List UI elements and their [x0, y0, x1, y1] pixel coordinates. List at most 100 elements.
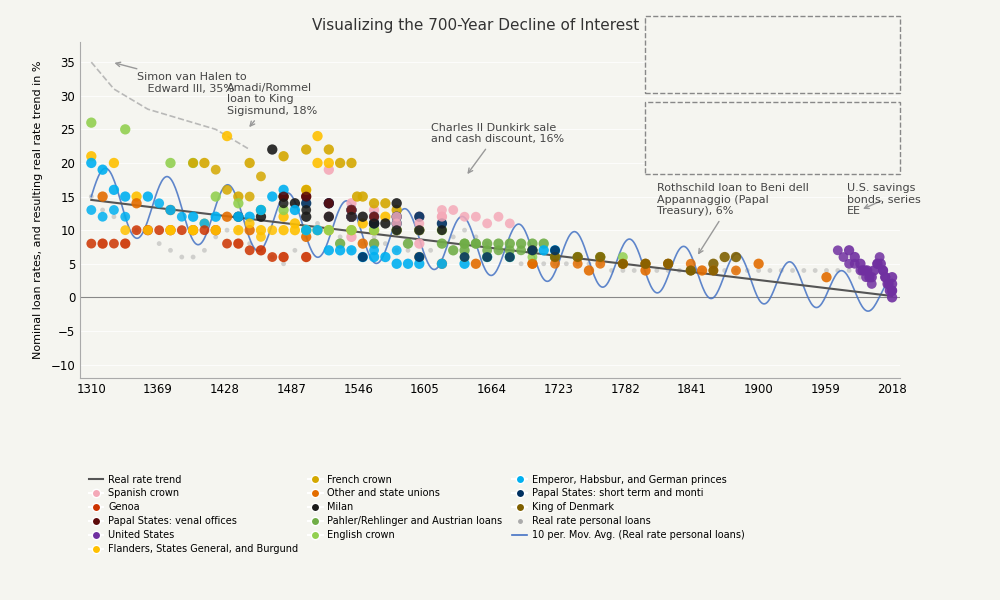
- Point: [877, 272, 893, 282]
- Point: [321, 199, 337, 208]
- Point: [638, 266, 654, 275]
- Point: [287, 218, 303, 228]
- Point: [411, 226, 427, 235]
- Point: [411, 252, 427, 262]
- Point: [377, 252, 393, 262]
- Point: [162, 226, 178, 235]
- Point: [117, 192, 133, 202]
- Point: [411, 239, 427, 248]
- Point: [389, 245, 405, 255]
- Point: [117, 226, 133, 235]
- Point: [242, 212, 258, 221]
- Point: [355, 252, 371, 262]
- Point: [864, 279, 880, 289]
- Point: [106, 185, 122, 194]
- Point: [751, 259, 767, 269]
- Point: [457, 252, 473, 262]
- Point: [411, 226, 427, 235]
- Point: [524, 245, 540, 255]
- Point: [683, 266, 699, 275]
- Point: [83, 192, 99, 202]
- Point: [581, 266, 597, 275]
- Point: [411, 252, 427, 262]
- Point: [276, 212, 292, 221]
- Point: [457, 239, 473, 248]
- Point: [490, 245, 506, 255]
- Text: Charles II Dunkirk sale
and cash discount, 16%: Charles II Dunkirk sale and cash discoun…: [431, 122, 564, 173]
- Point: [343, 205, 359, 215]
- Point: [129, 199, 145, 208]
- Point: [660, 259, 676, 269]
- Point: [321, 212, 337, 221]
- Point: [230, 212, 246, 221]
- Point: [592, 252, 608, 262]
- Point: [389, 226, 405, 235]
- Point: [95, 192, 111, 202]
- Point: [502, 218, 518, 228]
- Point: [468, 212, 484, 221]
- Point: [219, 212, 235, 221]
- Point: [140, 226, 156, 235]
- Point: [298, 232, 314, 242]
- Point: [502, 239, 518, 248]
- Point: [298, 226, 314, 235]
- Point: [343, 205, 359, 215]
- Point: [457, 226, 473, 235]
- Point: [847, 259, 863, 269]
- Point: [468, 232, 484, 242]
- Point: [366, 239, 382, 248]
- Point: [264, 252, 280, 262]
- Point: [434, 205, 450, 215]
- Point: [264, 252, 280, 262]
- Point: [185, 226, 201, 235]
- Point: [287, 245, 303, 255]
- Point: [106, 239, 122, 248]
- Point: [321, 145, 337, 154]
- Point: [638, 259, 654, 269]
- Point: [366, 212, 382, 221]
- Point: [705, 266, 721, 275]
- Point: [287, 226, 303, 235]
- Point: [479, 252, 495, 262]
- Point: [174, 212, 190, 221]
- Point: [196, 158, 212, 168]
- Point: [389, 226, 405, 235]
- Point: [858, 272, 874, 282]
- Point: [343, 212, 359, 221]
- Point: [615, 259, 631, 269]
- Point: [389, 259, 405, 269]
- Point: [434, 239, 450, 248]
- Point: [343, 245, 359, 255]
- Point: [400, 259, 416, 269]
- Point: [287, 205, 303, 215]
- Point: [502, 245, 518, 255]
- Point: [366, 239, 382, 248]
- Point: [129, 192, 145, 202]
- Point: [841, 259, 857, 269]
- Point: [592, 252, 608, 262]
- Point: [162, 158, 178, 168]
- Point: [411, 218, 427, 228]
- Point: [857, 266, 873, 275]
- Point: [884, 279, 900, 289]
- Point: [242, 245, 258, 255]
- Point: [151, 199, 167, 208]
- Point: [310, 218, 326, 228]
- Point: [852, 259, 868, 269]
- Point: [377, 212, 393, 221]
- Point: [242, 226, 258, 235]
- Point: [536, 245, 552, 255]
- Point: [185, 158, 201, 168]
- Point: [457, 259, 473, 269]
- Point: [151, 239, 167, 248]
- Point: [366, 245, 382, 255]
- Point: [230, 226, 246, 235]
- Point: [864, 272, 880, 282]
- Point: [117, 212, 133, 221]
- Point: [884, 279, 900, 289]
- Point: [298, 212, 314, 221]
- Point: [884, 286, 900, 295]
- Point: [321, 226, 337, 235]
- Point: [321, 245, 337, 255]
- Point: [457, 212, 473, 221]
